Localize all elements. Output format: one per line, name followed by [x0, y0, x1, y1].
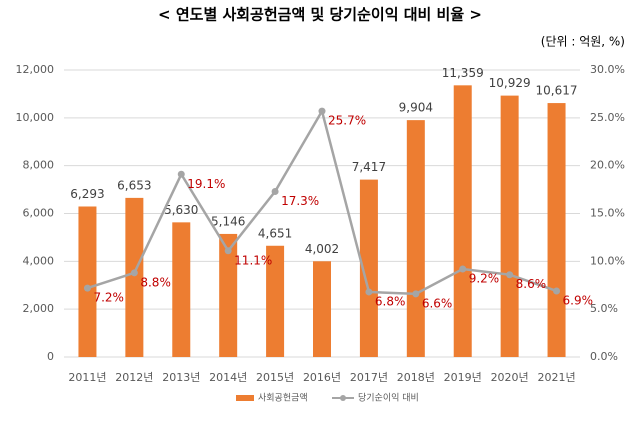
bar-value-label: 10,617 [536, 84, 578, 98]
y-tick-label: 8,000 [23, 159, 55, 172]
line-point [177, 170, 185, 178]
line-point [365, 288, 373, 296]
line-value-label: 9.2% [469, 271, 500, 285]
line-value-label: 19.1% [187, 177, 225, 191]
line-point [318, 107, 326, 115]
y-tick-label: 12,000 [16, 63, 55, 76]
x-tick-label: 2020년 [491, 371, 529, 384]
bar [500, 95, 519, 358]
line-point [459, 265, 467, 273]
bar [547, 103, 566, 357]
bar [266, 245, 285, 357]
bar-value-label: 9,904 [399, 101, 433, 115]
x-tick-label: 2013년 [162, 371, 200, 384]
y2-tick-label: 30.0% [590, 63, 625, 76]
line-point [412, 290, 420, 298]
legend-swatch [236, 395, 254, 401]
y-tick-label: 0 [47, 350, 54, 363]
line-point [83, 284, 91, 292]
y-tick-label: 6,000 [23, 207, 55, 220]
bar-value-label: 4,002 [305, 242, 339, 256]
legend-swatch [340, 395, 346, 401]
line-point [506, 271, 514, 279]
x-tick-label: 2014년 [209, 371, 247, 384]
chart-subtitle: (단위 : 억원, %) [541, 35, 625, 49]
chart-title: < 연도별 사회공헌금액 및 당기순이익 대비 비율 > [158, 6, 482, 24]
line-value-label: 6.6% [422, 296, 453, 310]
x-tick-label: 2019년 [444, 371, 482, 384]
y2-tick-label: 20.0% [590, 159, 625, 172]
bar-value-label: 11,359 [442, 66, 484, 80]
line-value-label: 17.3% [281, 194, 319, 208]
bar-value-label: 7,417 [352, 160, 386, 174]
line-value-label: 6.8% [375, 294, 406, 308]
bar [453, 85, 472, 358]
y-tick-label: 2,000 [23, 302, 55, 315]
y2-tick-label: 0.0% [590, 350, 618, 363]
bar [359, 179, 378, 357]
line-value-label: 11.1% [234, 253, 272, 267]
line-point [224, 247, 232, 255]
y-tick-label: 10,000 [16, 111, 55, 124]
y2-tick-label: 15.0% [590, 207, 625, 220]
line-point [553, 287, 561, 295]
x-tick-label: 2016년 [303, 371, 341, 384]
y2-tick-label: 10.0% [590, 254, 625, 267]
bar [313, 261, 331, 357]
bar-value-label: 4,651 [258, 226, 292, 240]
line-value-label: 25.7% [328, 114, 366, 128]
y-tick-label: 4,000 [23, 254, 55, 267]
bar-value-label: 6,653 [117, 178, 151, 192]
line-point [130, 269, 138, 277]
bar [219, 233, 238, 357]
bar [125, 197, 144, 357]
bar-value-label: 5,630 [164, 203, 198, 217]
bar-value-label: 5,146 [211, 214, 245, 228]
x-tick-label: 2015년 [256, 371, 294, 384]
line-value-label: 8.6% [516, 277, 547, 291]
bar [172, 222, 191, 357]
y2-tick-label: 5.0% [590, 302, 618, 315]
x-tick-label: 2012년 [115, 371, 153, 384]
legend-label: 사회공헌금액 [258, 392, 308, 404]
bar [406, 120, 425, 357]
x-tick-label: 2011년 [68, 371, 106, 384]
x-tick-label: 2021년 [537, 371, 575, 384]
bar [78, 206, 97, 357]
bar-value-label: 10,929 [489, 76, 531, 90]
line-value-label: 7.2% [93, 291, 124, 305]
y2-tick-label: 25.0% [590, 111, 625, 124]
x-tick-label: 2018년 [397, 371, 435, 384]
x-tick-label: 2017년 [350, 371, 388, 384]
line-value-label: 8.8% [140, 275, 171, 289]
line-point [271, 187, 279, 195]
bar-value-label: 6,293 [70, 187, 104, 201]
legend-label: 당기순이익 대비 [358, 392, 419, 404]
line-value-label: 6.9% [563, 293, 594, 307]
